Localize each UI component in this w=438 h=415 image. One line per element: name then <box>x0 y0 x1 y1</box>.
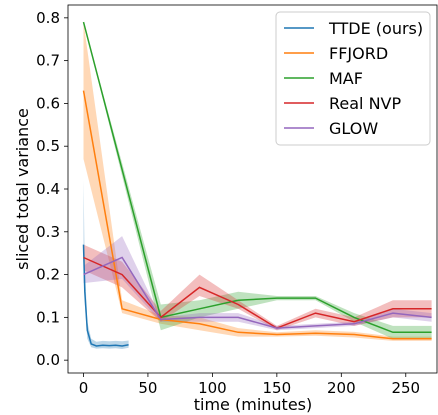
y-tick-label: 0.5 <box>36 137 60 155</box>
y-tick-label: 0.7 <box>36 52 60 70</box>
x-tick-label: 100 <box>198 379 227 397</box>
series-line-real-nvp <box>83 256 432 329</box>
series-line-maf <box>82 21 432 334</box>
y-tick-label: 0.8 <box>36 9 60 27</box>
y-axis-ticks: 0.0 0.1 0.2 0.3 0.4 0.5 0.6 0.7 0.8 <box>36 9 68 369</box>
legend-frame <box>275 11 431 146</box>
y-tick-label: 0.0 <box>36 351 60 369</box>
series-lines <box>82 21 432 347</box>
x-tick-label: 200 <box>327 379 356 397</box>
y-tick-label: 0.1 <box>36 308 60 326</box>
series-line-ffjord <box>82 90 432 340</box>
x-tick-label: 50 <box>138 379 157 397</box>
series-line-ttde-ours <box>82 244 129 347</box>
x-axis-ticks: 0 50 100 150 200 250 <box>79 373 420 397</box>
legend: TTDE (ours) FFJORD MAF Real NVP GLOW <box>275 11 431 146</box>
band-glow <box>83 236 432 331</box>
y-axis-label: sliced total variance <box>13 108 32 270</box>
legend-label-ffjord: FFJORD <box>329 44 388 63</box>
x-tick-label: 0 <box>79 379 89 397</box>
series-line-glow <box>83 256 432 329</box>
legend-label-real-nvp: Real NVP <box>329 94 401 113</box>
x-axis-label: time (minutes) <box>194 395 312 414</box>
legend-label-ttde-ours: TTDE (ours) <box>328 19 423 38</box>
band-real-nvp <box>83 244 432 331</box>
legend-label-maf: MAF <box>329 69 363 88</box>
legend-label-glow: GLOW <box>329 119 378 138</box>
x-tick-label: 250 <box>391 379 420 397</box>
y-tick-label: 0.3 <box>36 223 60 241</box>
y-tick-label: 0.4 <box>36 180 60 198</box>
y-tick-label: 0.6 <box>36 94 60 112</box>
y-tick-label: 0.2 <box>36 266 60 284</box>
x-tick-label: 150 <box>263 379 292 397</box>
